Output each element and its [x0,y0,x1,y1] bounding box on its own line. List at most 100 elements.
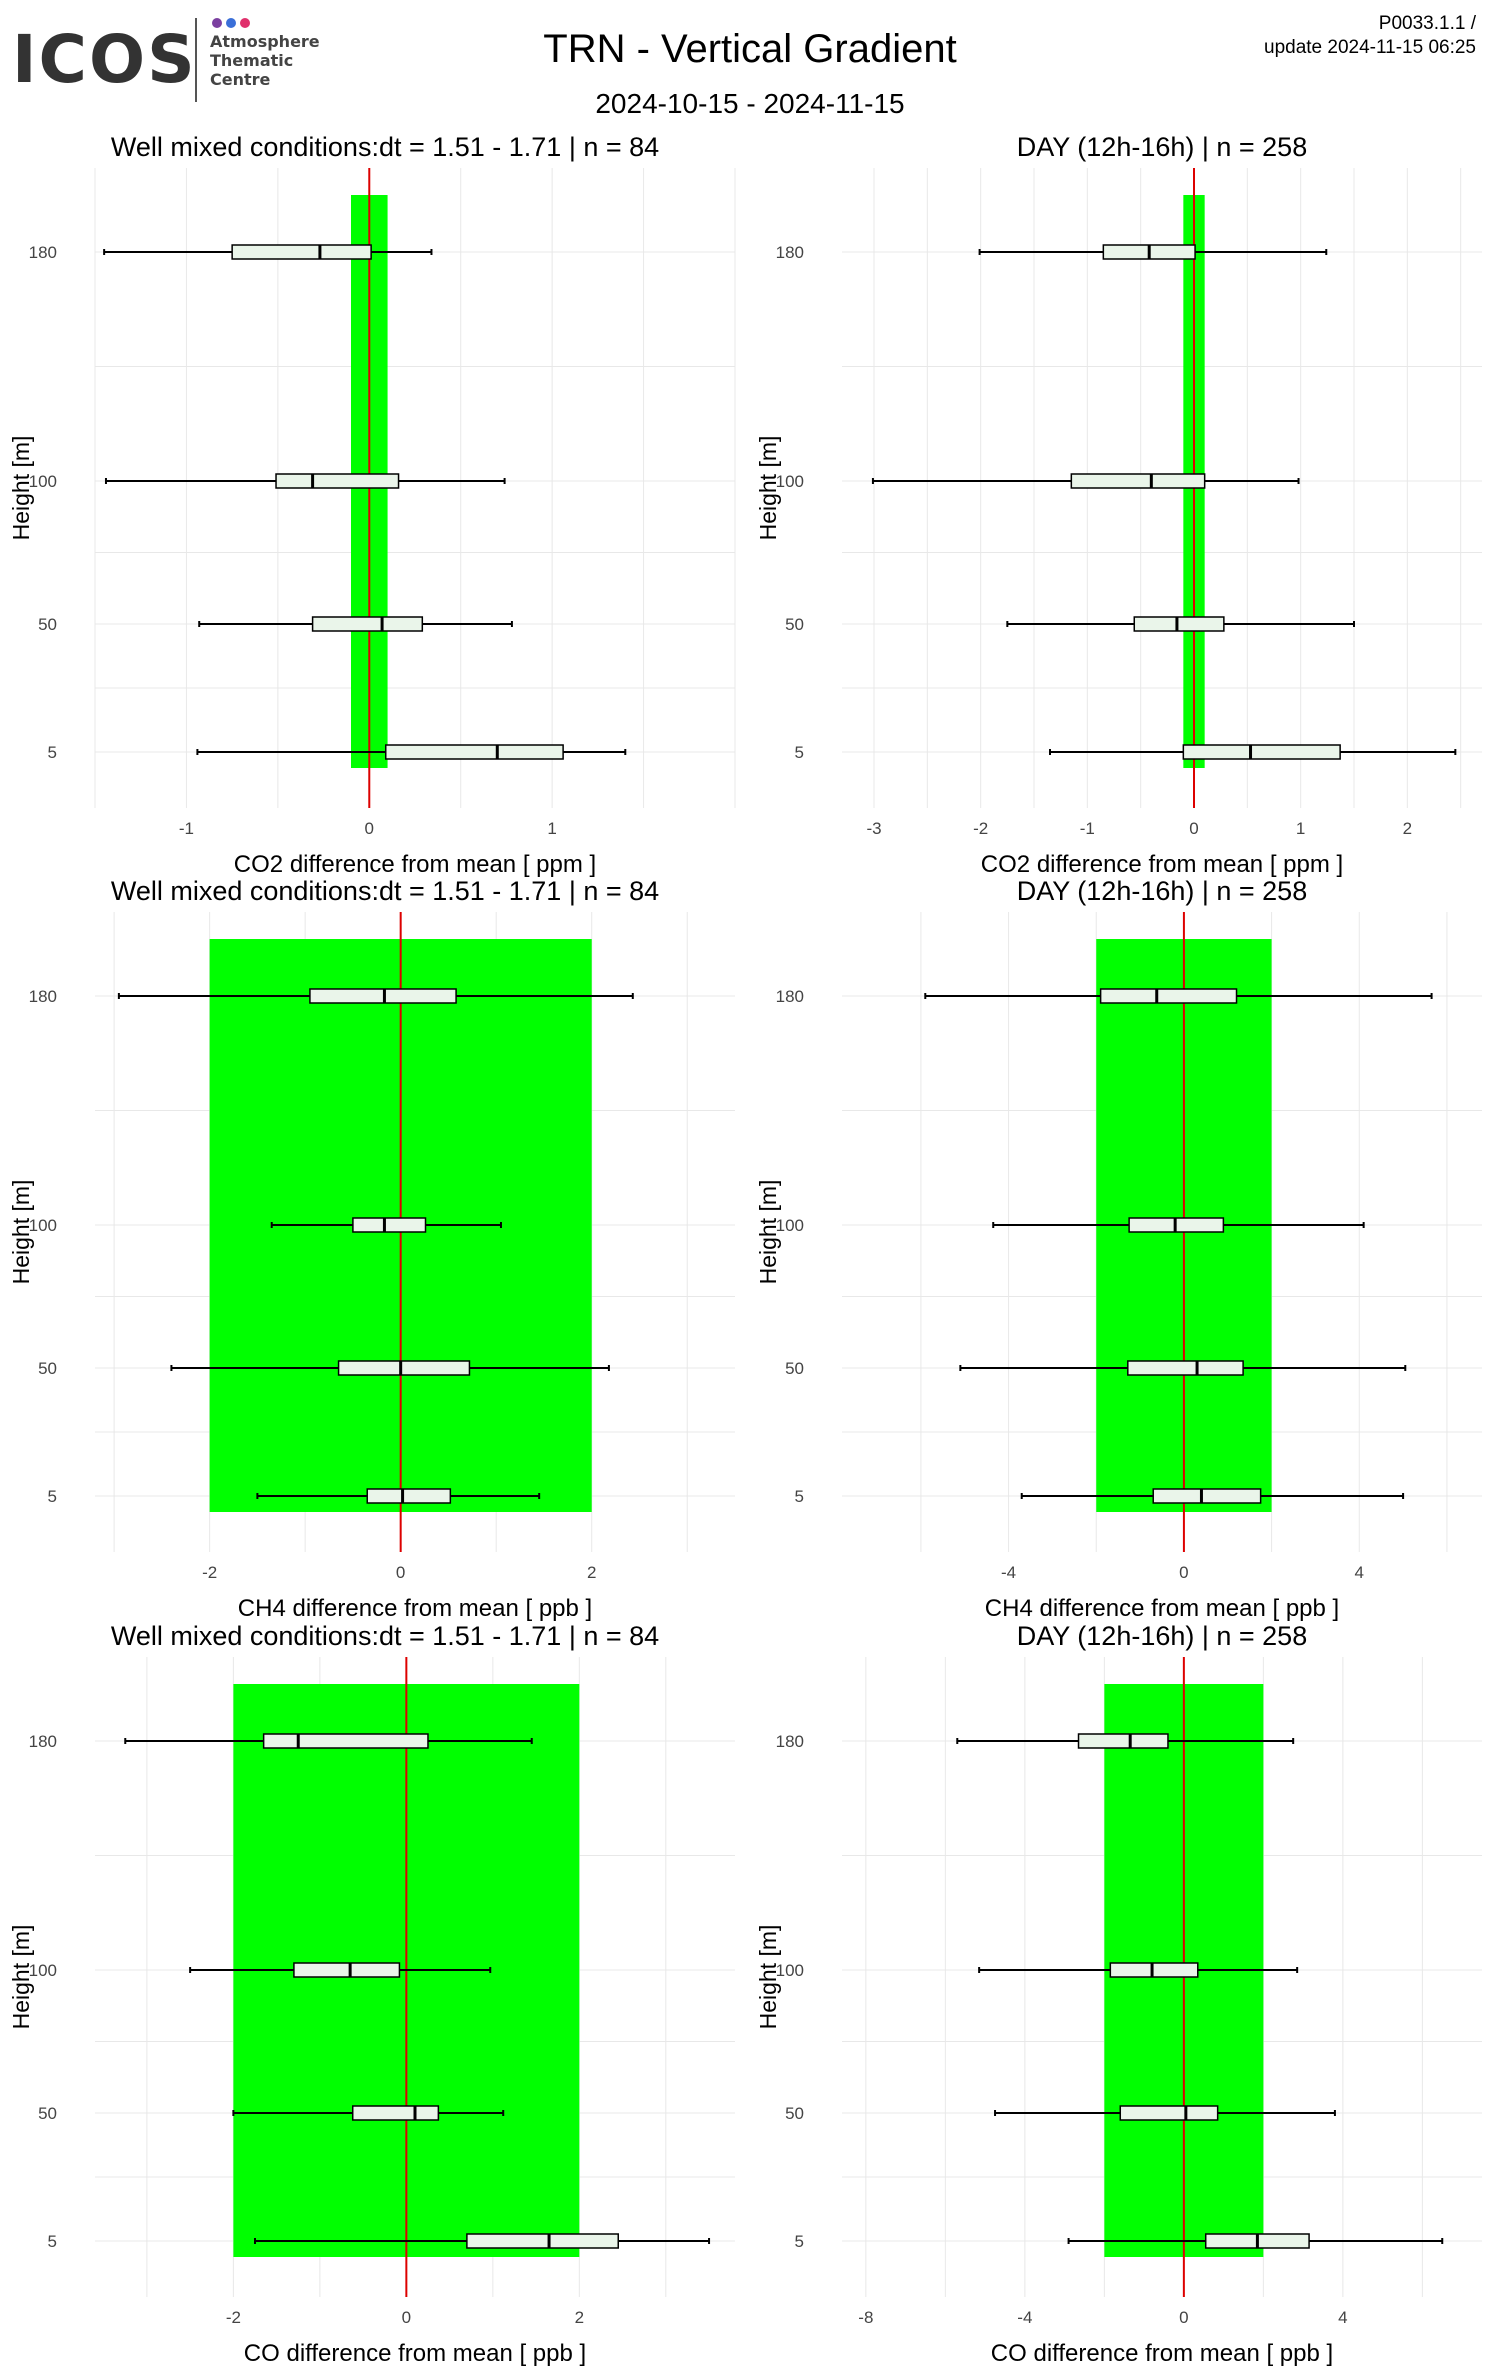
x-tick-label: -1 [179,819,194,838]
x-tick-label: -4 [1017,2308,1032,2327]
chart-panel: 180 100 50 5 -8 -4 0 4 DAY (12h-16h) | n = 258 CO… [755,1621,1482,2367]
x-tick-label: 0 [1189,819,1198,838]
x-tick-label: 0 [396,1563,405,1582]
version-info: P0033.1.1 / update 2024-11-15 06:25 [1264,12,1476,60]
x-axis-label: CO difference from mean [ ppb ] [991,2340,1333,2367]
y-tick-label: 50 [785,615,804,634]
y-tick-label: 50 [38,1359,57,1378]
box-plot [196,744,627,760]
chart-title: DAY (12h-16h) | n = 258 [1017,1621,1307,1651]
chart-panel: 180 100 50 5 -2 0 2 Well mixed conditions:dt = … [8,1621,735,2367]
x-tick-label: -1 [1080,819,1095,838]
y-axis-label: Height [m] [8,436,34,541]
x-tick-label: -2 [202,1563,217,1582]
x-tick-label: -2 [973,819,988,838]
box-iqr [1119,2105,1219,2121]
box-iqr [1099,988,1238,1004]
logo-line: Thematic [210,51,294,70]
box-plot [117,988,634,1004]
y-tick-label: 50 [785,2104,804,2123]
y-tick-label: 50 [785,1359,804,1378]
box-plot [1020,1488,1405,1504]
logo-wordmark: ICOS [12,21,197,98]
x-axis-label: CO2 difference from mean [ ppm ] [981,851,1343,878]
page-header: ICOS Atmosphere Thematic Centre TRN - Ve… [0,0,1500,120]
box-iqr [293,1962,401,1978]
x-tick-label: 1 [547,819,556,838]
x-tick-label: 0 [1179,1563,1188,1582]
box-iqr [1109,1962,1199,1978]
box-iqr [366,1488,452,1504]
box-plot [270,1217,502,1233]
x-tick-label: 4 [1355,1563,1364,1582]
version-label: P0033.1.1 / [1378,13,1476,34]
box-plot [254,2233,711,2249]
box-plot [978,1962,1299,1978]
box-plot [992,1217,1365,1233]
update-timestamp: update 2024-11-15 06:25 [1264,37,1476,58]
box-plot [1006,616,1355,632]
x-axis-label: CH4 difference from mean [ ppb ] [238,1595,592,1622]
y-tick-label: 100 [29,1216,57,1235]
chart-panel: 180 100 50 5 -3 -2 -1 0 1 2 DAY (12h-16h) | n = 25… [755,132,1482,878]
chart-panel: 180 100 50 5 -4 0 4 DAY (12h-16h) | n = 258 CH4 … [755,876,1482,1622]
y-tick-label: 180 [29,1732,57,1751]
box-iqr [1127,1360,1244,1376]
box-plot [924,988,1433,1004]
y-tick-label: 180 [776,1732,804,1751]
x-tick-label: -8 [858,2308,873,2327]
box-plot [189,1962,492,1978]
chart-title: Well mixed conditions:dt = 1.51 - 1.71 |… [111,1621,659,1651]
box-plot [256,1488,541,1504]
y-tick-label: 5 [48,743,57,762]
box-plot [959,1360,1407,1376]
chart-title: Well mixed conditions:dt = 1.51 - 1.71 |… [111,132,659,162]
page-title: TRN - Vertical Gradient [543,27,957,71]
box-iqr [1152,1488,1262,1504]
x-axis-label: CO difference from mean [ ppb ] [244,2340,586,2367]
y-tick-label: 100 [776,1216,804,1235]
box-iqr [311,616,424,632]
y-tick-label: 100 [29,1961,57,1980]
y-tick-label: 180 [776,987,804,1006]
y-tick-label: 50 [38,615,57,634]
y-axis-label: Height [m] [755,1925,781,2030]
box-plot [978,244,1328,260]
logo-dots-icon [212,18,260,30]
x-tick-label: 2 [1403,819,1412,838]
x-tick-label: 2 [575,2308,584,2327]
box-iqr [1182,744,1341,760]
y-tick-label: 5 [795,2232,804,2251]
box-plot [124,1733,533,1749]
x-tick-label: 4 [1338,2308,1347,2327]
x-tick-label: -3 [866,819,881,838]
logo-line: Centre [210,70,271,89]
box-iqr [275,473,400,489]
y-tick-label: 50 [38,2104,57,2123]
x-tick-label: 1 [1296,819,1305,838]
y-tick-label: 5 [48,2232,57,2251]
x-tick-label: 2 [587,1563,596,1582]
logo-dot-icon [240,18,250,28]
chart-title: DAY (12h-16h) | n = 258 [1017,132,1307,162]
y-tick-label: 180 [776,243,804,262]
logo-text: Atmosphere Thematic Centre [210,32,320,89]
x-tick-label: 0 [402,2308,411,2327]
x-tick-label: 0 [1179,2308,1188,2327]
logo-line: Atmosphere [210,32,320,51]
x-tick-label: 0 [365,819,374,838]
y-tick-label: 5 [48,1487,57,1506]
box-plot [104,473,506,489]
box-iqr [384,744,564,760]
box-iqr [351,2105,440,2121]
box-plot [956,1733,1295,1749]
box-plot [994,2105,1336,2121]
icos-logo: ICOS Atmosphere Thematic Centre [12,14,342,106]
y-tick-label: 100 [776,1961,804,1980]
box-iqr [352,1217,427,1233]
box-iqr [231,244,372,260]
chart-title: DAY (12h-16h) | n = 258 [1017,876,1307,906]
logo-divider [195,18,197,102]
logo-dot-icon [226,18,236,28]
